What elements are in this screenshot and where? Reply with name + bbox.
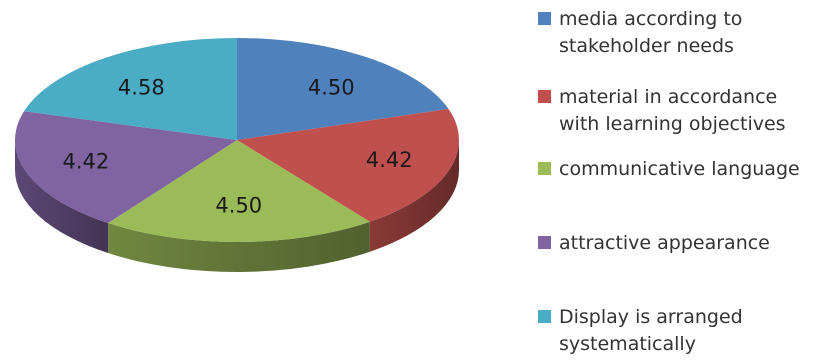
data-label-attractive-appearance: 4.42 <box>63 149 110 173</box>
pie-side-attractive-appearance <box>15 140 109 254</box>
legend-item-display-is-arranged-systematically: Display is arranged systematically <box>538 304 815 358</box>
pie-slice-display-is-arranged-systematically <box>24 38 238 140</box>
legend-swatch <box>538 90 551 103</box>
legend-swatch <box>538 12 551 25</box>
data-label-communicative-language: 4.50 <box>215 193 262 217</box>
pie-side-walls <box>15 140 459 272</box>
legend-swatch <box>538 310 551 323</box>
legend-swatch <box>538 162 551 175</box>
data-label-material-in-accordance-with-learning-objectives: 4.42 <box>366 148 413 172</box>
legend-label: communicative language <box>559 158 800 180</box>
data-label-display-is-arranged-systematically: 4.58 <box>118 76 165 100</box>
pie-slice-attractive-appearance <box>15 111 237 224</box>
legend-label: media according to stakeholder needs <box>559 8 743 57</box>
pie-slice-media-according-to-stakeholder-needs <box>237 38 449 140</box>
pie-slice-material-in-accordance-with-learning-objectives <box>237 108 460 222</box>
legend-label: Display is arranged systematically <box>559 306 743 355</box>
legend-item-media-according-to-stakeholder-needs: media according to stakeholder needs <box>538 6 815 60</box>
legend-label: material in accordance with learning obje… <box>559 86 786 135</box>
legend-label: attractive appearance <box>559 232 770 254</box>
legend-item-communicative-language: communicative language <box>538 156 815 183</box>
pie-data-labels: 4.50 4.42 4.50 4.42 4.58 <box>63 75 413 217</box>
legend-item-attractive-appearance: attractive appearance <box>538 230 815 257</box>
pie-top-faces <box>15 38 460 243</box>
legend-swatch <box>538 236 551 249</box>
legend-item-material-in-accordance-with-learning-objectives: material in accordance with learning obje… <box>538 84 815 138</box>
data-label-media-according-to-stakeholder-needs: 4.50 <box>308 75 355 99</box>
pie-chart: 4.50 4.42 4.50 4.42 4.58 <box>15 38 460 272</box>
chart-legend: media according to stakeholder needs mater… <box>538 0 816 363</box>
pie-side-material-in-accordance-with-learning-objectives <box>369 140 459 252</box>
pie-slice-communicative-language <box>108 140 370 243</box>
pie-side-communicative-language <box>108 221 370 272</box>
